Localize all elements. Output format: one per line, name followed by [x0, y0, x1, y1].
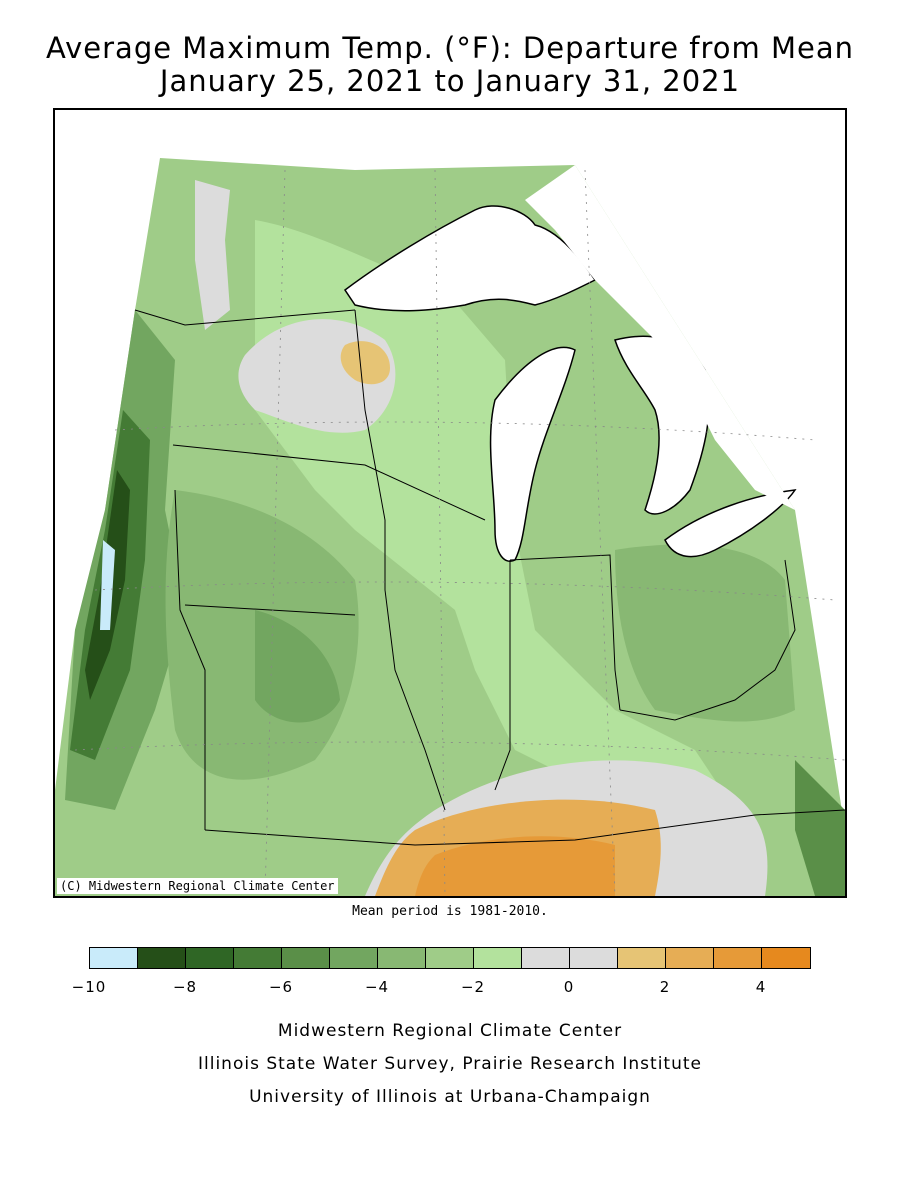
- legend-swatch: [570, 948, 618, 968]
- legend-tick-label: −4: [364, 978, 390, 996]
- legend-swatch: [138, 948, 186, 968]
- legend-swatch: [426, 948, 474, 968]
- legend-tick-label: −10: [71, 978, 107, 996]
- legend-tick-label: −6: [268, 978, 294, 996]
- lake-erie: [664, 489, 797, 558]
- legend-swatch: [282, 948, 330, 968]
- legend-swatch: [186, 948, 234, 968]
- copyright-label: (C) Midwestern Regional Climate Center: [57, 878, 338, 894]
- color-legend: [89, 947, 811, 969]
- legend-tick-label: 2: [659, 978, 671, 996]
- mean-period-note: Mean period is 1981-2010.: [352, 904, 548, 919]
- legend-swatch: [714, 948, 762, 968]
- legend-tick-label: 0: [563, 978, 575, 996]
- anomaly-zone-zero-north: [195, 180, 230, 330]
- legend-swatch: [474, 948, 522, 968]
- legend-tick-label: −8: [172, 978, 198, 996]
- legend-swatch: [522, 948, 570, 968]
- ontario-region: [525, 165, 795, 510]
- footer-survey: Illinois State Water Survey, Prairie Res…: [198, 1054, 702, 1074]
- legend-swatch: [378, 948, 426, 968]
- anomaly-zone-plus1-wi: [340, 341, 390, 385]
- legend-tick-label: 4: [755, 978, 767, 996]
- anomaly-zone-plus3-south: [415, 836, 615, 896]
- map-date-range: January 25, 2021 to January 31, 2021: [159, 64, 741, 98]
- anomaly-zone-minus5-east: [795, 760, 845, 896]
- legend-swatch: [666, 948, 714, 968]
- footer-org: Midwestern Regional Climate Center: [277, 1021, 623, 1041]
- map-title: Average Maximum Temp. (°F): Departure fr…: [45, 31, 855, 65]
- legend-swatch: [762, 948, 810, 968]
- legend-swatch: [90, 948, 138, 968]
- legend-swatch: [618, 948, 666, 968]
- graticule: [74, 169, 845, 896]
- legend-swatch: [234, 948, 282, 968]
- map-canvas: [55, 110, 845, 896]
- footer-university: University of Illinois at Urbana-Champai…: [249, 1087, 651, 1107]
- legend-tick-label: −2: [460, 978, 486, 996]
- map-panel: (C) Midwestern Regional Climate Center: [53, 108, 847, 898]
- anomaly-zone-minus4-iowa: [255, 610, 340, 723]
- legend-swatch: [330, 948, 378, 968]
- anomaly-zone-minus3-ohio: [615, 544, 795, 722]
- state-borders: [134, 309, 845, 846]
- lake-michigan: [489, 346, 576, 562]
- anomaly-zone-minus10: [100, 540, 115, 630]
